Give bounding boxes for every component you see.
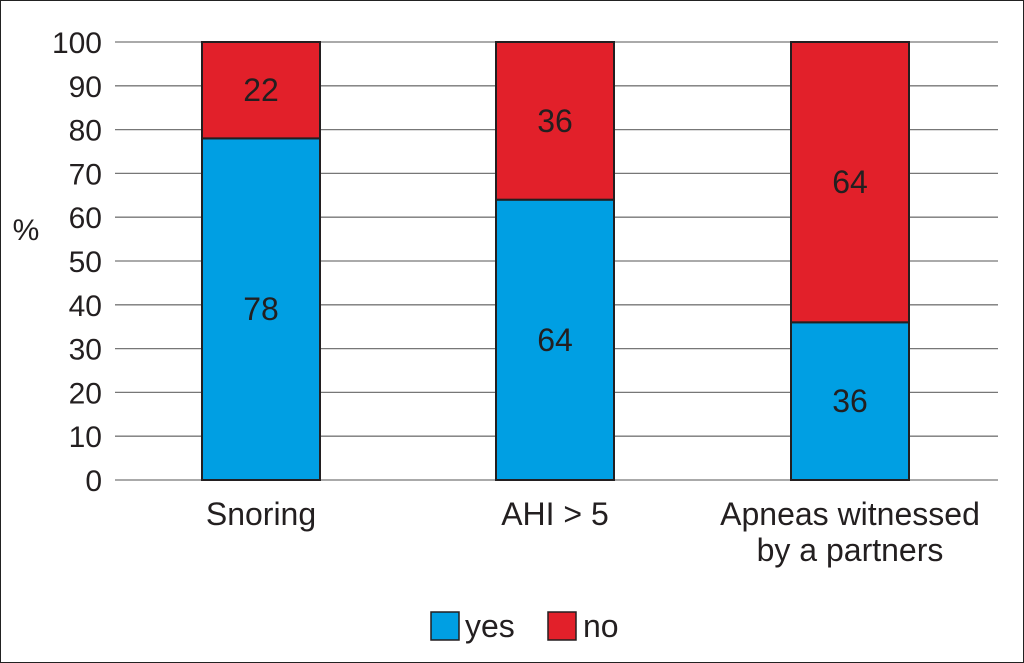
y-tick-label: 10 — [69, 421, 102, 454]
bar-segment-yes — [201, 137, 321, 482]
y-tick-label: 30 — [69, 334, 102, 367]
y-tick-label: 70 — [69, 158, 102, 191]
y-tick-label: 100 — [52, 27, 102, 60]
legend-label: no — [583, 608, 619, 644]
data-label: 64 — [832, 164, 868, 200]
legend-swatch-yes — [430, 611, 460, 641]
y-tick-label: 50 — [69, 246, 102, 279]
y-tick-label: 60 — [69, 202, 102, 235]
bar-segment-no — [201, 41, 321, 140]
y-tick-label: 20 — [69, 377, 102, 410]
data-label: 78 — [243, 291, 279, 327]
data-label: 22 — [243, 72, 279, 108]
data-label: 64 — [537, 322, 573, 358]
x-category-label: by a partners — [757, 532, 944, 568]
x-category-label: Snoring — [206, 496, 316, 532]
x-category-label: AHI > 5 — [501, 496, 609, 532]
y-tick-label: 90 — [69, 71, 102, 104]
x-category-label: Apneas witnessed — [720, 496, 980, 532]
y-axis-label: % — [13, 214, 40, 247]
legend-swatch-no — [547, 611, 577, 641]
y-tick-label: 0 — [85, 465, 102, 498]
y-tick-label: 40 — [69, 290, 102, 323]
data-label: 36 — [832, 383, 868, 419]
y-tick-label: 80 — [69, 115, 102, 148]
data-label: 36 — [537, 103, 573, 139]
legend-label: yes — [465, 608, 515, 644]
bar-segment-yes — [495, 198, 615, 481]
bar-segment-no — [495, 41, 615, 201]
bar-segment-no — [790, 41, 910, 324]
